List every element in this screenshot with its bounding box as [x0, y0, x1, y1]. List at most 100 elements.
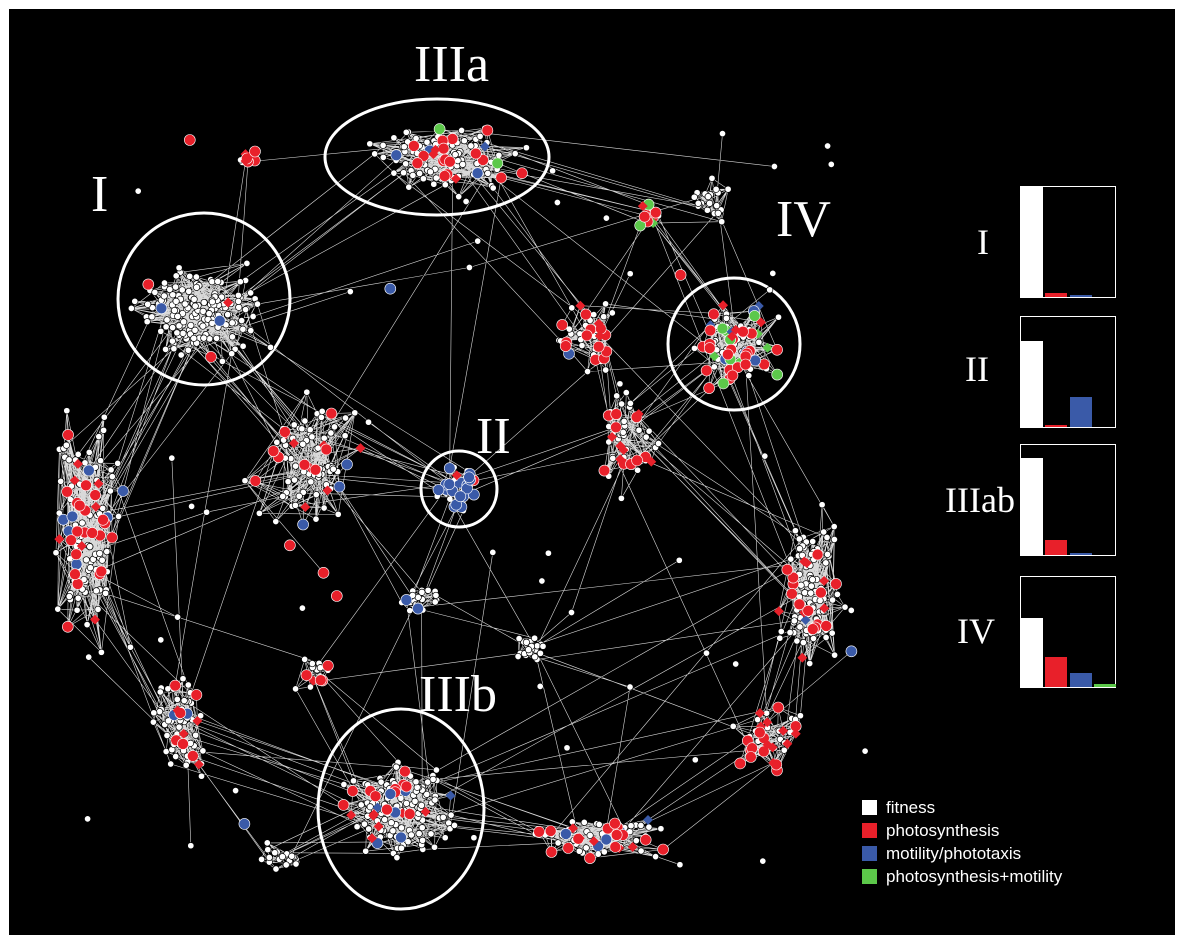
motility-node: [471, 167, 484, 179]
photosynthesis-node: [633, 409, 644, 419]
photosynthesis-node: [400, 780, 413, 793]
bar-motility: [1070, 553, 1092, 555]
fitness-node: [172, 283, 180, 291]
fitness-node: [160, 279, 169, 287]
fitness-node: [397, 794, 405, 802]
fitness-node: [208, 278, 216, 286]
fitness-node: [187, 321, 195, 329]
photosynthesis-node: [178, 728, 189, 739]
motility-node: [443, 478, 456, 491]
fitness-node: [318, 407, 326, 415]
cluster-label-IIIb: IIIb: [419, 666, 497, 723]
motility-node: [600, 833, 613, 846]
fitness-node: [301, 655, 309, 663]
motility-node: [479, 141, 490, 152]
fitness-node: [654, 439, 663, 448]
photosynthesis-node: [615, 441, 626, 451]
motility-node: [445, 790, 456, 801]
fitness-node: [228, 333, 236, 341]
fitness-node: [404, 838, 412, 846]
photosynthesis-node: [559, 340, 572, 352]
fitness-node: [390, 134, 398, 142]
photosynthesis-node: [80, 479, 92, 492]
photosynthesis-node: [381, 803, 393, 816]
fitness-node: [816, 597, 824, 605]
fitness-node: [544, 549, 552, 557]
photosynthesis-node: [62, 429, 74, 441]
bar-photosynthesis: [1045, 293, 1067, 297]
fitness-node: [379, 141, 387, 149]
fitness-node: [402, 128, 410, 136]
both-node: [433, 123, 446, 135]
fitness-node: [239, 342, 247, 350]
photosynthesis-node: [322, 485, 333, 496]
fitness-node: [732, 660, 740, 668]
fitness-node: [99, 504, 107, 512]
legend-label-both: photosynthesis+motility: [886, 866, 1063, 886]
photosynthesis-node: [73, 499, 86, 512]
fitness-node: [419, 175, 427, 183]
fitness-node: [828, 629, 836, 637]
fitness-node: [156, 688, 164, 696]
photosynthesis-node: [71, 578, 84, 590]
fitness-node: [199, 307, 207, 315]
fitness-node: [329, 465, 337, 473]
fitness-node: [235, 303, 243, 311]
photosynthesis-node: [637, 201, 648, 212]
fitness-node: [190, 295, 198, 303]
fitness-node: [265, 853, 273, 862]
fitness-node: [626, 399, 634, 407]
photosynthesis-node: [819, 575, 830, 586]
fitness-node: [102, 589, 110, 597]
cluster-label-II: II: [476, 408, 511, 465]
photosynthesis-node: [249, 475, 262, 487]
photosynthesis-node: [495, 171, 508, 184]
fitness-node: [266, 343, 275, 351]
photosynthesis-node: [594, 331, 605, 341]
panel-label-IV: IV: [957, 611, 995, 651]
legend-label-motility: motility/phototaxis: [886, 843, 1022, 863]
fitness-node: [312, 491, 320, 499]
photosynthesis-node: [753, 726, 766, 739]
fitness-node: [432, 766, 440, 774]
fitness-node: [190, 334, 198, 342]
fitness-node: [657, 825, 665, 833]
photosynthesis-node: [240, 156, 251, 166]
fitness-node: [234, 297, 242, 305]
fitness-node: [441, 834, 449, 842]
photosynthesis-node: [346, 785, 359, 797]
fitness-node: [94, 605, 102, 613]
fitness-node: [531, 653, 539, 661]
fitness-node: [702, 649, 711, 657]
panel-II: [1020, 316, 1116, 428]
photosynthesis-node: [773, 606, 784, 617]
fitness-node: [169, 324, 177, 332]
fitness-node: [290, 476, 299, 484]
fitness-node: [397, 844, 405, 852]
fitness-node: [82, 556, 90, 564]
motility-node: [643, 814, 653, 825]
both-node: [716, 322, 729, 335]
fitness-node: [292, 860, 300, 868]
fitness-node: [617, 494, 625, 502]
fitness-node: [511, 150, 519, 158]
panel-IV: [1020, 576, 1116, 688]
photosynthesis-node: [727, 331, 738, 342]
fitness-node: [823, 550, 832, 558]
fitness-node: [402, 160, 410, 168]
fitness-node: [595, 820, 603, 829]
fitness-node: [489, 184, 497, 192]
fitness-node: [186, 272, 194, 280]
photosynthesis-node: [249, 145, 261, 158]
fitness-node: [793, 637, 801, 645]
fitness-node: [188, 502, 196, 510]
fitness-node: [97, 457, 105, 465]
fitness-node: [127, 304, 135, 312]
photosynthesis-node: [593, 318, 604, 329]
fitness-node: [635, 426, 643, 434]
photosynthesis-node: [317, 566, 330, 579]
fitness-node: [827, 160, 835, 168]
fitness-node: [362, 847, 370, 855]
fitness-node: [279, 492, 287, 500]
fitness-node: [282, 861, 290, 869]
